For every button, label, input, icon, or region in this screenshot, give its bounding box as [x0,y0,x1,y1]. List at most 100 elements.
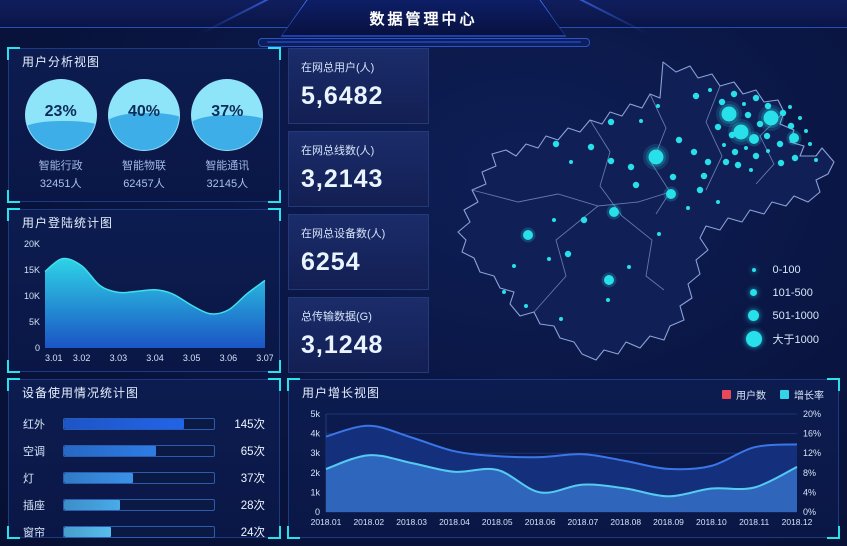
legend-item-users[interactable]: 用户数 [722,387,766,402]
svg-text:2018.02: 2018.02 [353,517,384,527]
corner-bracket-icon [827,526,840,539]
bar-fill [64,446,156,456]
svg-text:4k: 4k [310,429,320,439]
bar-track [63,499,215,511]
legend-dot-icon [745,267,763,272]
gauge-percent: 40% [127,103,160,120]
login-area-chart: 0 5K 10K 15K 20K 3.01 3.02 3.03 3.04 3.05 3.06 3.07 [24,239,273,363]
legend-label: 增长率 [794,391,824,402]
bar-value: 24次 [240,527,265,539]
svg-text:0%: 0% [803,507,816,517]
legend-label: 用户数 [736,391,766,402]
gauge-percent: 23% [44,103,77,120]
svg-text:2018.01: 2018.01 [311,517,342,527]
legend-swatch-icon [722,390,731,399]
svg-text:2018.08: 2018.08 [610,517,641,527]
map-legend-row: 101-500 [745,281,820,304]
bar-label: 插座 [23,500,45,512]
device-usage-bar-chart: 红外 145次 空调 65次灯 37次 插座 28次 窗帘 24次 [9,406,279,540]
bar-track [63,472,215,484]
corner-bracket-icon [7,208,20,221]
map-legend-row: 501-1000 [745,304,820,327]
device-usage-row: 插座 28次 [23,497,265,513]
bar-label: 灯 [23,473,34,485]
corner-bracket-icon [268,526,281,539]
gauge-liquid [192,115,263,150]
liquid-gauge: 23% 智能行政 32451人 [21,79,101,191]
svg-text:2018.12: 2018.12 [782,517,813,527]
svg-text:2k: 2k [310,468,320,478]
title-plate: 数据管理中心 [280,0,567,37]
stat-card-label: 总传输数据(G) [301,311,372,323]
device-usage-row: 灯 37次 [23,470,265,486]
svg-text:3.02: 3.02 [73,353,91,363]
corner-bracket-icon [287,526,300,539]
map-legend-row: 大于1000 [745,327,820,350]
bar-track [63,418,215,430]
svg-text:20K: 20K [24,239,40,249]
svg-text:0: 0 [35,343,40,353]
stat-card-label: 在网总用户(人) [301,62,375,74]
corner-bracket-icon [827,378,840,391]
panel-user-growth: 用户增长视图 用户数 增长率 0 0% 1k 4% 2k 8% 3k 12% 4k 16% 5k 20%… [287,378,840,539]
title-plate-inner: 数据管理中心 [282,0,565,35]
panel-title: 设备使用情况统计图 [22,386,140,400]
gauge-label: 智能物联 [121,160,166,172]
corner-bracket-icon [268,378,281,391]
svg-text:10K: 10K [24,291,40,301]
stat-card-value: 3,2143 [301,165,384,193]
device-usage-row: 红外 145次 [23,416,265,432]
stat-card-label: 在网总设备数(人) [301,228,386,240]
panel-title: 用户登陆统计图 [22,216,114,230]
stat-card-online-lines: 在网总线数(人) 3,2143 [288,131,429,207]
corner-bracket-icon [7,360,20,373]
legend-label: 501-1000 [772,309,820,322]
svg-text:1k: 1k [310,487,320,497]
legend-item-growth-rate[interactable]: 增长率 [780,387,824,402]
bar-fill [64,527,111,537]
corner-bracket-icon [7,378,20,391]
legend-swatch-icon [780,390,789,399]
legend-dot-icon [745,310,763,321]
svg-text:2018.07: 2018.07 [568,517,599,527]
liquid-gauge: 37% 智能通讯 32145人 [187,79,267,191]
svg-text:15K: 15K [24,265,40,275]
map-size-legend: 0-100 101-500 501-1000 大于1000 [745,258,820,350]
svg-text:2018.04: 2018.04 [439,517,470,527]
stat-card-value: 6254 [301,248,361,276]
panel-title: 用户增长视图 [302,386,381,400]
svg-text:2018.09: 2018.09 [653,517,684,527]
gauge-percent: 37% [211,103,244,120]
panel-login-stats: 用户登陆统计图 0 5K 10K 15K 20K 3.01 3.02 3.03 3.04 3.05… [7,208,281,373]
gauge-label: 智能通讯 [205,160,250,172]
svg-text:20%: 20% [803,409,821,419]
bar-value: 145次 [234,419,265,431]
bar-track [63,445,215,457]
svg-text:8%: 8% [803,468,816,478]
liquid-gauge: 40% 智能物联 62457人 [104,79,184,191]
gauge-circle: 40% [107,79,180,151]
corner-bracket-icon [268,190,281,203]
gauge-circle: 37% [191,79,264,151]
map-bubbles [502,88,818,321]
gauge-liquid [25,120,96,150]
corner-bracket-icon [7,526,20,539]
title-pedestal-decor [257,38,590,47]
bar-label: 空调 [23,446,45,458]
stat-card-online-users: 在网总用户(人) 5,6482 [288,48,429,124]
device-usage-row: 空调 65次 [23,443,265,459]
gauge-label: 智能行政 [38,160,83,172]
bar-track [63,526,215,538]
bar-fill [64,500,120,510]
panel-user-analysis: 用户分析视图 23% 智能行政 32451人 40% 智能物联 62457人 37% 智能通讯… [7,47,281,203]
svg-text:2018.10: 2018.10 [696,517,727,527]
svg-text:12%: 12% [803,448,821,458]
stat-card-online-devices: 在网总设备数(人) 6254 [288,214,429,290]
svg-text:3.03: 3.03 [110,353,128,363]
corner-bracket-icon [7,47,20,60]
panel-device-usage: 设备使用情况统计图 红外 145次 空调 65次灯 37次 插座 28次 窗帘 24次 [7,378,281,540]
svg-text:3k: 3k [310,448,320,458]
stat-card-value: 3,1248 [301,331,384,359]
gauge-count: 32451人 [39,178,82,190]
bar-value: 37次 [240,473,265,485]
